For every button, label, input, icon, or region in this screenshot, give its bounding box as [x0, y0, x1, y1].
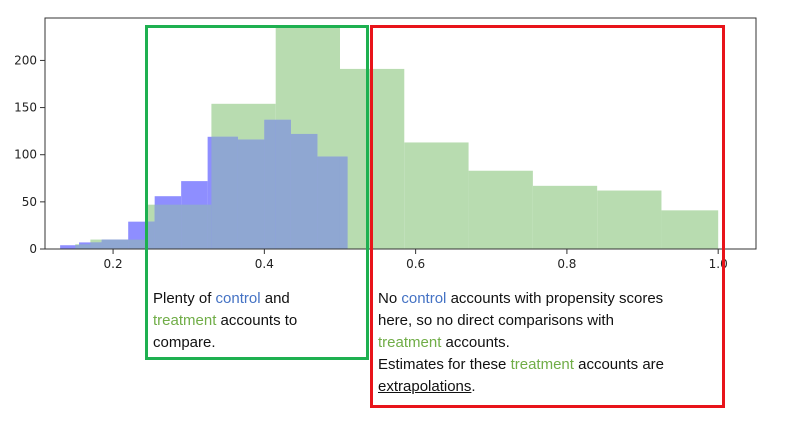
overlap-bar-2 — [90, 242, 102, 249]
note-text: . — [471, 378, 476, 395]
overlap-bar-0 — [75, 245, 80, 249]
treatment-word: treatment — [378, 334, 442, 351]
note-text: accounts to — [220, 312, 298, 329]
treatment-bar-7 — [468, 170, 533, 249]
treatment-word: treatment — [510, 356, 574, 373]
note-text: accounts with propensity scores — [450, 290, 664, 307]
overlap-region-box — [145, 25, 369, 360]
x-tick-label: 0.8 — [557, 257, 576, 271]
overlap-bar-3 — [101, 239, 129, 249]
overlap-bar-7 — [181, 204, 208, 249]
overlap-bars — [75, 119, 348, 249]
overlap-bar-10 — [237, 139, 265, 249]
x-axis: 0.2 0.4 0.6 0.8 1.0 — [104, 249, 728, 271]
overlap-bar-4 — [128, 239, 148, 249]
plot-frame — [44, 17, 757, 250]
overlap-bar-5 — [147, 221, 155, 249]
note-text: Plenty of — [153, 290, 212, 307]
control-bar-0 — [60, 245, 80, 249]
y-tick-label: 150 — [14, 101, 37, 115]
overlap-bar-11 — [264, 119, 276, 249]
overlap-bar-6 — [154, 204, 182, 249]
control-word: control — [401, 290, 447, 307]
note-text: compare. — [153, 334, 216, 351]
y-tick-label: 200 — [14, 53, 37, 67]
overlap-bar-1 — [79, 244, 91, 249]
control-word: control — [215, 290, 261, 307]
x-tick-label: 0.2 — [104, 257, 123, 271]
note-text: No — [378, 290, 398, 307]
overlap-bar-8 — [207, 204, 212, 249]
overlap-bar-9 — [211, 136, 238, 249]
y-tick-label: 0 — [29, 242, 37, 256]
treatment-bar-10 — [661, 210, 719, 249]
y-axis: 0 50 100 150 200 — [14, 53, 45, 256]
overlap-bar-14 — [317, 156, 340, 249]
x-tick-label: 0.4 — [255, 257, 274, 271]
note-text: and — [264, 290, 290, 307]
treatment-bar-8 — [532, 185, 598, 249]
x-tick-label: 0.6 — [406, 257, 425, 271]
extrapolations-word: extrapolations — [378, 378, 472, 395]
overlap-bar-15 — [339, 156, 348, 249]
extrapolation-annotation: No control accounts with propensity scor… — [378, 288, 723, 398]
note-text: here, so no direct comparisons with — [378, 312, 614, 329]
overlap-bar-13 — [290, 133, 318, 249]
treatment-bar-6 — [404, 142, 469, 249]
y-tick-label: 50 — [22, 195, 37, 209]
note-text: Estimates for these — [378, 356, 507, 373]
treatment-bar-9 — [597, 190, 662, 249]
note-text: accounts. — [445, 334, 510, 351]
note-text: accounts are — [578, 356, 664, 373]
extrapolation-region-box — [370, 25, 725, 408]
y-tick-label: 100 — [14, 148, 37, 162]
overlap-annotation: Plenty of control and treatment accounts… — [153, 288, 363, 354]
overlap-bar-12 — [275, 119, 291, 249]
treatment-word: treatment — [153, 312, 217, 329]
